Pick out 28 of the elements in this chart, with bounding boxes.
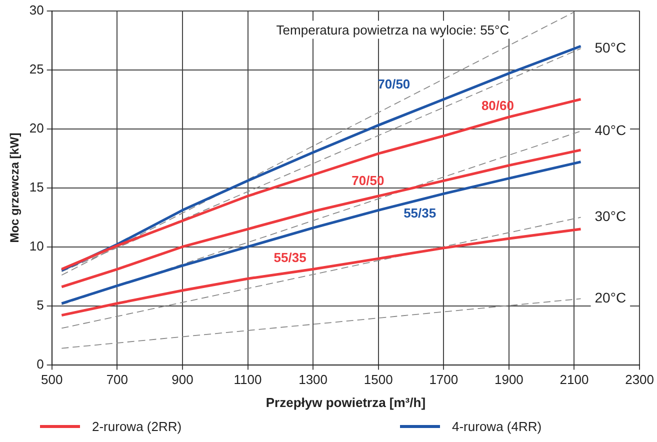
x-axis-title: Przepływ powietrza [m³/h]	[266, 394, 426, 410]
x-tick-label: 1500	[364, 372, 393, 388]
x-tick-label: 1700	[429, 372, 458, 388]
x-tick-label: 1100	[234, 372, 262, 388]
y-tick-label: 25	[29, 61, 44, 76]
series-label: 40°C	[594, 122, 626, 138]
x-tick-label: 700	[106, 372, 128, 388]
x-tick-label: 2100	[560, 372, 589, 388]
series-label: 55/35	[274, 250, 306, 266]
x-tick-label: 2300	[625, 372, 654, 388]
x-tick-label: 1900	[494, 372, 524, 388]
y-tick-label: 10	[29, 238, 44, 254]
legend-label: 2-rurowa (2RR)	[92, 419, 182, 434]
series-label: 20°C	[594, 290, 626, 306]
y-tick-label: 30	[29, 2, 44, 18]
x-tick-label: 900	[172, 372, 194, 388]
annotation: Temperatura powietrza na wylocie: 55°C	[276, 22, 510, 38]
y-tick-label: 15	[29, 179, 44, 194]
series-label: 50°C	[594, 39, 626, 56]
legend-label: 4-rurowa (4RR)	[452, 419, 542, 434]
series-label: 55/35	[404, 205, 436, 220]
x-tick-label: 500	[41, 372, 63, 388]
y-tick-label: 0	[36, 356, 44, 372]
y-axis-title: Moc grzewcza [kW]	[8, 132, 22, 243]
y-tick-label: 20	[29, 120, 44, 136]
y-tick-label: 5	[36, 297, 44, 312]
series-label: 30°C	[594, 208, 626, 224]
x-tick-label: 1300	[298, 372, 328, 388]
